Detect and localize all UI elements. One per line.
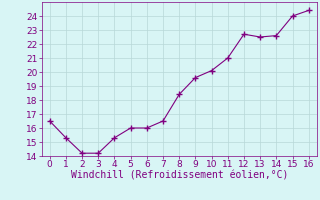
X-axis label: Windchill (Refroidissement éolien,°C): Windchill (Refroidissement éolien,°C) (70, 171, 288, 181)
